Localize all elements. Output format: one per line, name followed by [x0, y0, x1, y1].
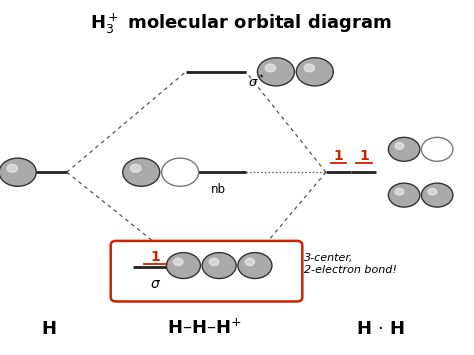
Text: nb: nb: [210, 184, 226, 196]
Circle shape: [7, 164, 18, 172]
Circle shape: [265, 64, 275, 72]
Text: H$_3^+$ molecular orbital diagram: H$_3^+$ molecular orbital diagram: [90, 12, 392, 36]
Text: 1: 1: [151, 250, 161, 264]
Circle shape: [173, 258, 183, 266]
Circle shape: [209, 258, 219, 266]
Text: 3-center,
2-electron bond!: 3-center, 2-electron bond!: [304, 253, 397, 275]
Circle shape: [162, 158, 199, 186]
Circle shape: [395, 189, 404, 195]
Circle shape: [296, 58, 333, 86]
Circle shape: [0, 158, 36, 186]
Circle shape: [202, 253, 236, 279]
Circle shape: [421, 137, 453, 161]
Text: H $\cdot$ H: H $\cdot$ H: [356, 320, 404, 338]
Text: 1: 1: [359, 149, 369, 163]
Circle shape: [123, 158, 160, 186]
Circle shape: [388, 183, 420, 207]
Circle shape: [245, 258, 255, 266]
Circle shape: [388, 137, 420, 161]
Text: H–H–H$^{+}$: H–H–H$^{+}$: [167, 318, 242, 338]
Circle shape: [238, 253, 272, 279]
FancyBboxPatch shape: [111, 241, 302, 301]
Circle shape: [395, 143, 404, 149]
Text: $\sigma$: $\sigma$: [150, 277, 161, 291]
Text: $\sigma^*$: $\sigma^*$: [248, 73, 265, 90]
Circle shape: [166, 253, 201, 279]
Circle shape: [304, 64, 314, 72]
Circle shape: [428, 189, 437, 195]
Text: 1: 1: [334, 149, 343, 163]
Circle shape: [130, 164, 141, 172]
Text: H: H: [42, 320, 57, 338]
Circle shape: [257, 58, 294, 86]
Circle shape: [421, 183, 453, 207]
